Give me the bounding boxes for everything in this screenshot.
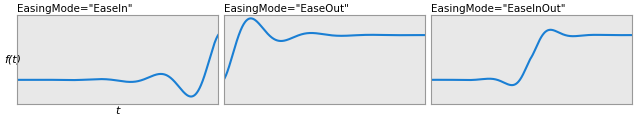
X-axis label: t: t [115,106,120,116]
Y-axis label: f(t): f(t) [4,55,21,65]
Text: EasingMode="EaseIn": EasingMode="EaseIn" [17,4,132,14]
Text: EasingMode="EaseInOut": EasingMode="EaseInOut" [431,4,565,14]
Text: EasingMode="EaseOut": EasingMode="EaseOut" [224,4,349,14]
